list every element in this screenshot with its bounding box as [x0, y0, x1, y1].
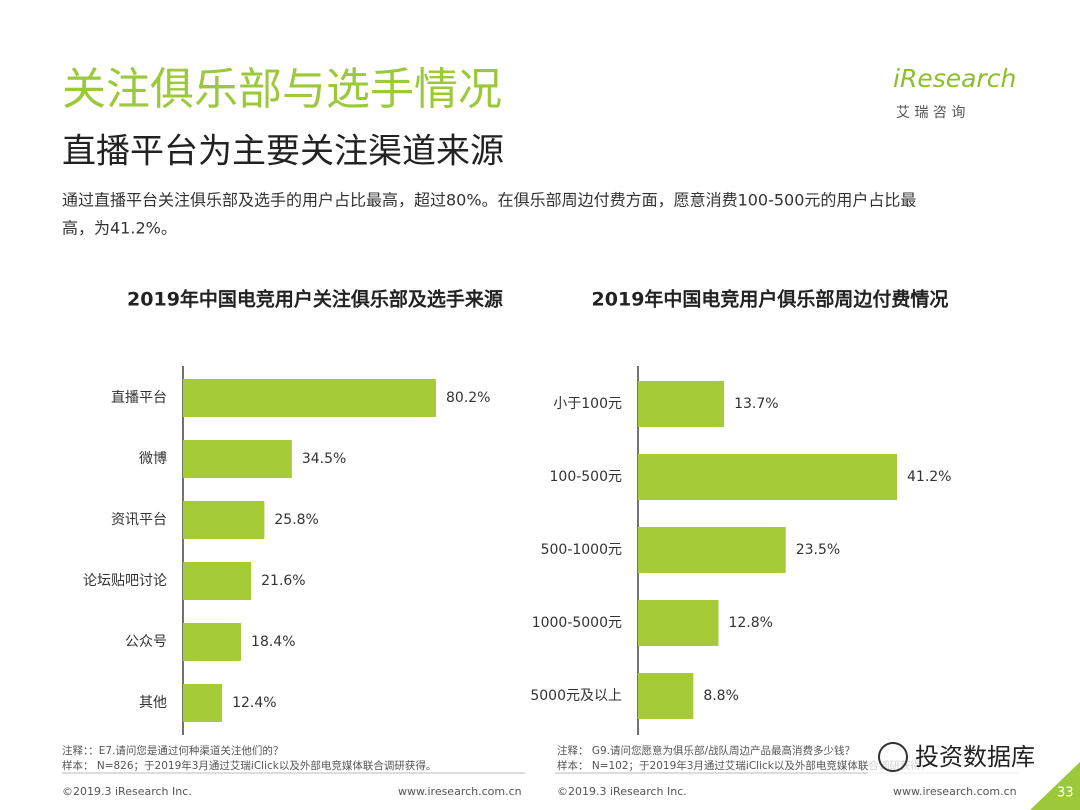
- value-label: 34.5%: [302, 451, 346, 467]
- category-label: 公众号: [125, 634, 167, 650]
- value-label: 13.7%: [734, 396, 778, 412]
- category-label: 小于100元: [553, 396, 622, 412]
- bar: [183, 440, 292, 478]
- title: 关注俱乐部与选手情况: [62, 64, 502, 115]
- bar: [638, 454, 897, 500]
- page-number: 33: [1057, 786, 1074, 801]
- chart-title: 2019年中国电竞用户关注俱乐部及选手来源: [127, 288, 503, 311]
- page-corner: [1030, 762, 1080, 810]
- value-label: 12.8%: [728, 615, 772, 631]
- category-label: 资讯平台: [111, 512, 167, 528]
- category-label: 1000-5000元: [532, 615, 622, 631]
- bar: [183, 501, 265, 539]
- note: 样本： N=826；于2019年3月通过艾瑞iClick以及外部电竞媒体联合调研…: [62, 759, 436, 772]
- bar: [638, 600, 719, 646]
- logo: iResearch: [893, 64, 1016, 93]
- bar: [183, 379, 436, 417]
- value-label: 12.4%: [232, 695, 276, 711]
- note: 样本： N=102；于2019年3月通过艾瑞iClick以及外部电竞媒体联合调研…: [557, 759, 931, 772]
- copyright: ©2019.3 iResearch Inc.: [62, 785, 192, 798]
- value-label: 23.5%: [796, 542, 840, 558]
- bar: [183, 684, 223, 722]
- category-label: 5000元及以上: [530, 688, 622, 704]
- bar: [183, 562, 252, 600]
- copyright: ©2019.3 iResearch Inc.: [557, 785, 687, 798]
- value-label: 18.4%: [251, 634, 295, 650]
- watermark: 投资数据库: [915, 743, 1035, 771]
- value-label: 25.8%: [274, 512, 318, 528]
- note: 注释：：E7.请问您是通过何种渠道关注他们的？: [62, 744, 283, 757]
- value-label: 8.8%: [703, 688, 739, 704]
- category-label: 直播平台: [111, 389, 167, 406]
- description: 高，为41.2%。: [62, 219, 177, 238]
- bar: [638, 381, 725, 427]
- url: www.iresearch.com.cn: [893, 785, 1017, 798]
- bar: [638, 527, 786, 573]
- bar: [638, 673, 694, 719]
- note: 注释： G9.请问您愿意为俱乐部/战队周边产品最高消费多少钱？: [557, 744, 855, 757]
- subtitle: 直播平台为主要关注渠道来源: [62, 132, 504, 172]
- value-label: 41.2%: [907, 469, 951, 485]
- value-label: 21.6%: [261, 573, 305, 589]
- logo-cn: 艾 瑞 咨 询: [896, 105, 965, 121]
- category-label: 其他: [139, 695, 167, 711]
- bar: [183, 623, 242, 661]
- category-label: 论坛贴吧讨论: [83, 573, 167, 589]
- category-label: 100-500元: [550, 469, 623, 485]
- url: www.iresearch.com.cn: [398, 785, 522, 798]
- chart-title: 2019年中国电竞用户俱乐部周边付费情况: [592, 288, 949, 311]
- value-label: 80.2%: [446, 390, 490, 406]
- category-label: 微博: [139, 450, 167, 467]
- category-label: 500-1000元: [541, 542, 622, 558]
- description: 通过直播平台关注俱乐部及选手的用户占比最高，超过80%。在俱乐部周边付费方面，愿…: [62, 191, 916, 210]
- watermark-icon: [878, 742, 908, 772]
